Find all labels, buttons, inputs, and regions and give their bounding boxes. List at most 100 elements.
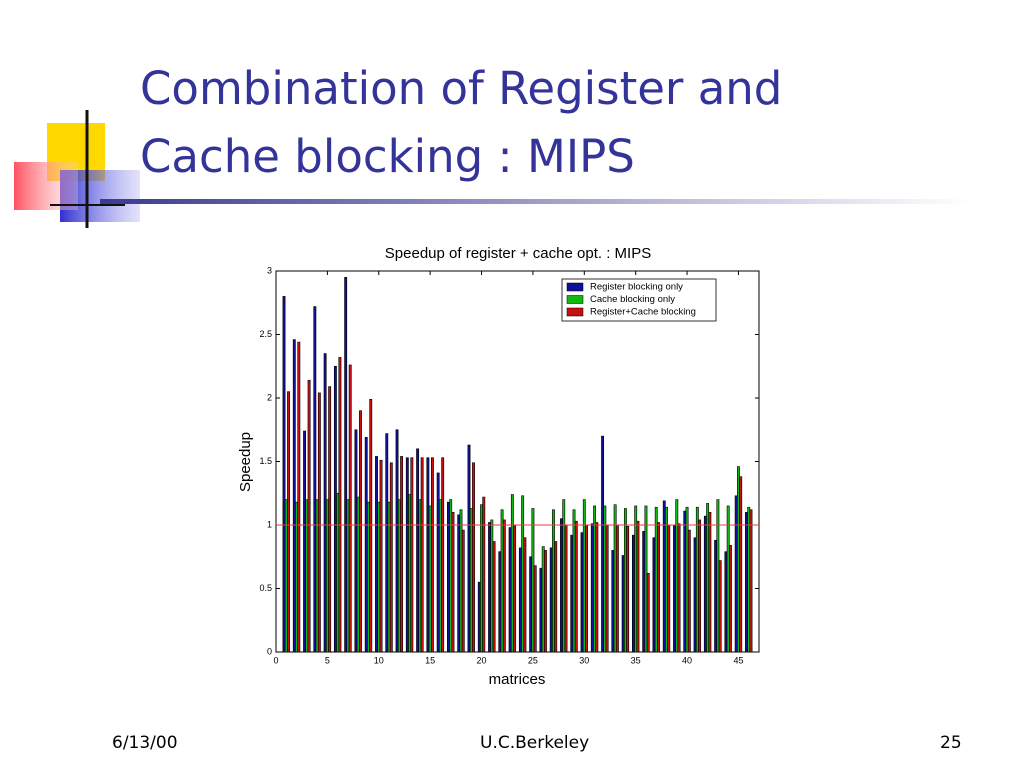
x-tick-label: 30 xyxy=(579,655,589,665)
bar xyxy=(687,529,691,653)
bar xyxy=(644,505,648,653)
bar xyxy=(385,433,389,653)
bar xyxy=(438,499,442,653)
y-tick-label: 0.5 xyxy=(259,583,272,593)
legend-swatch xyxy=(566,282,584,292)
bar xyxy=(488,522,491,653)
bar xyxy=(513,524,517,653)
bar xyxy=(410,457,414,653)
bar xyxy=(749,509,753,653)
x-axis-label: matrices xyxy=(489,671,546,688)
bar xyxy=(716,499,720,653)
bar xyxy=(572,509,576,653)
bar xyxy=(706,503,710,653)
x-tick-label: 25 xyxy=(528,655,538,665)
bar xyxy=(436,472,440,653)
bar xyxy=(472,462,475,653)
bar xyxy=(344,277,348,653)
bar xyxy=(654,506,658,653)
x-tick-label: 10 xyxy=(374,655,384,665)
x-tick-label: 5 xyxy=(325,655,330,665)
legend-swatch xyxy=(566,295,584,304)
bar xyxy=(451,511,455,653)
bar xyxy=(395,429,399,653)
bar xyxy=(574,520,578,653)
bar xyxy=(333,365,337,653)
bar xyxy=(498,551,502,653)
bar xyxy=(652,537,656,653)
y-tick-label: 2 xyxy=(267,392,272,402)
bar xyxy=(482,496,486,653)
bar xyxy=(292,339,296,653)
bar xyxy=(469,508,473,653)
bar xyxy=(745,511,748,653)
footer-page: 25 xyxy=(940,733,962,753)
x-tick-label: 20 xyxy=(477,655,487,665)
bar xyxy=(518,547,522,653)
bar xyxy=(646,572,650,653)
bar xyxy=(416,448,420,653)
bar xyxy=(739,476,743,653)
bar xyxy=(562,499,566,653)
bar xyxy=(657,522,660,653)
bar xyxy=(631,534,635,653)
bar xyxy=(315,499,319,653)
bar xyxy=(400,456,404,653)
bar xyxy=(539,567,543,653)
bar xyxy=(490,519,494,653)
bar xyxy=(634,505,638,653)
bar xyxy=(508,527,512,653)
bar xyxy=(428,505,432,653)
bar xyxy=(636,520,640,653)
bar xyxy=(662,500,666,653)
x-tick-label: 40 xyxy=(682,655,692,665)
bar xyxy=(695,506,699,653)
bar xyxy=(611,550,615,653)
bar xyxy=(364,437,368,653)
bar xyxy=(307,379,311,653)
bar xyxy=(698,519,702,653)
bar xyxy=(677,523,681,653)
legend-swatch xyxy=(566,307,584,317)
bar xyxy=(405,457,409,653)
footer-date: 6/13/00 xyxy=(112,733,178,753)
bar xyxy=(560,518,563,653)
chart-title: Speedup of register + cache opt. : MIPS xyxy=(385,245,651,262)
bar xyxy=(675,499,679,653)
bar xyxy=(603,505,607,653)
bar xyxy=(287,391,290,653)
x-tick-label: 35 xyxy=(631,655,641,665)
bar xyxy=(305,499,309,653)
bar xyxy=(523,537,527,653)
bar xyxy=(605,524,609,653)
bar xyxy=(430,457,434,653)
bar xyxy=(282,296,286,653)
bar xyxy=(703,515,707,653)
footer-source: U.C.Berkeley xyxy=(480,733,590,753)
bar xyxy=(480,504,483,653)
bar xyxy=(397,499,401,653)
bar xyxy=(734,495,738,653)
bar xyxy=(328,386,332,653)
bar xyxy=(718,560,722,653)
bar xyxy=(593,505,597,653)
bar xyxy=(317,392,321,653)
bar xyxy=(441,457,445,653)
bar xyxy=(336,492,340,653)
bar xyxy=(313,306,317,653)
y-tick-label: 1.5 xyxy=(259,456,272,466)
bar xyxy=(595,522,599,653)
bar xyxy=(708,511,712,653)
bar xyxy=(375,456,378,653)
legend-label: Register+Cache blocking xyxy=(590,307,696,318)
bar xyxy=(457,514,461,653)
bar xyxy=(531,508,535,653)
bar xyxy=(554,541,558,653)
bar xyxy=(685,506,689,653)
bar xyxy=(726,505,730,653)
bar xyxy=(492,541,496,653)
bar xyxy=(325,499,329,653)
bar xyxy=(590,523,594,653)
